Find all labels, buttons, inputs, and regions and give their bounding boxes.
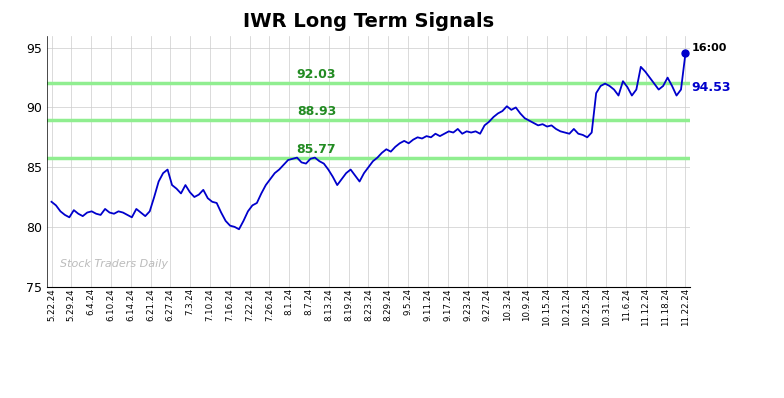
Text: 16:00: 16:00 xyxy=(691,43,727,53)
Text: 88.93: 88.93 xyxy=(297,105,336,118)
Title: IWR Long Term Signals: IWR Long Term Signals xyxy=(243,12,494,31)
Text: Stock Traders Daily: Stock Traders Daily xyxy=(60,259,168,269)
Text: 94.53: 94.53 xyxy=(691,81,731,94)
Text: 85.77: 85.77 xyxy=(296,143,336,156)
Text: 92.03: 92.03 xyxy=(296,68,336,81)
